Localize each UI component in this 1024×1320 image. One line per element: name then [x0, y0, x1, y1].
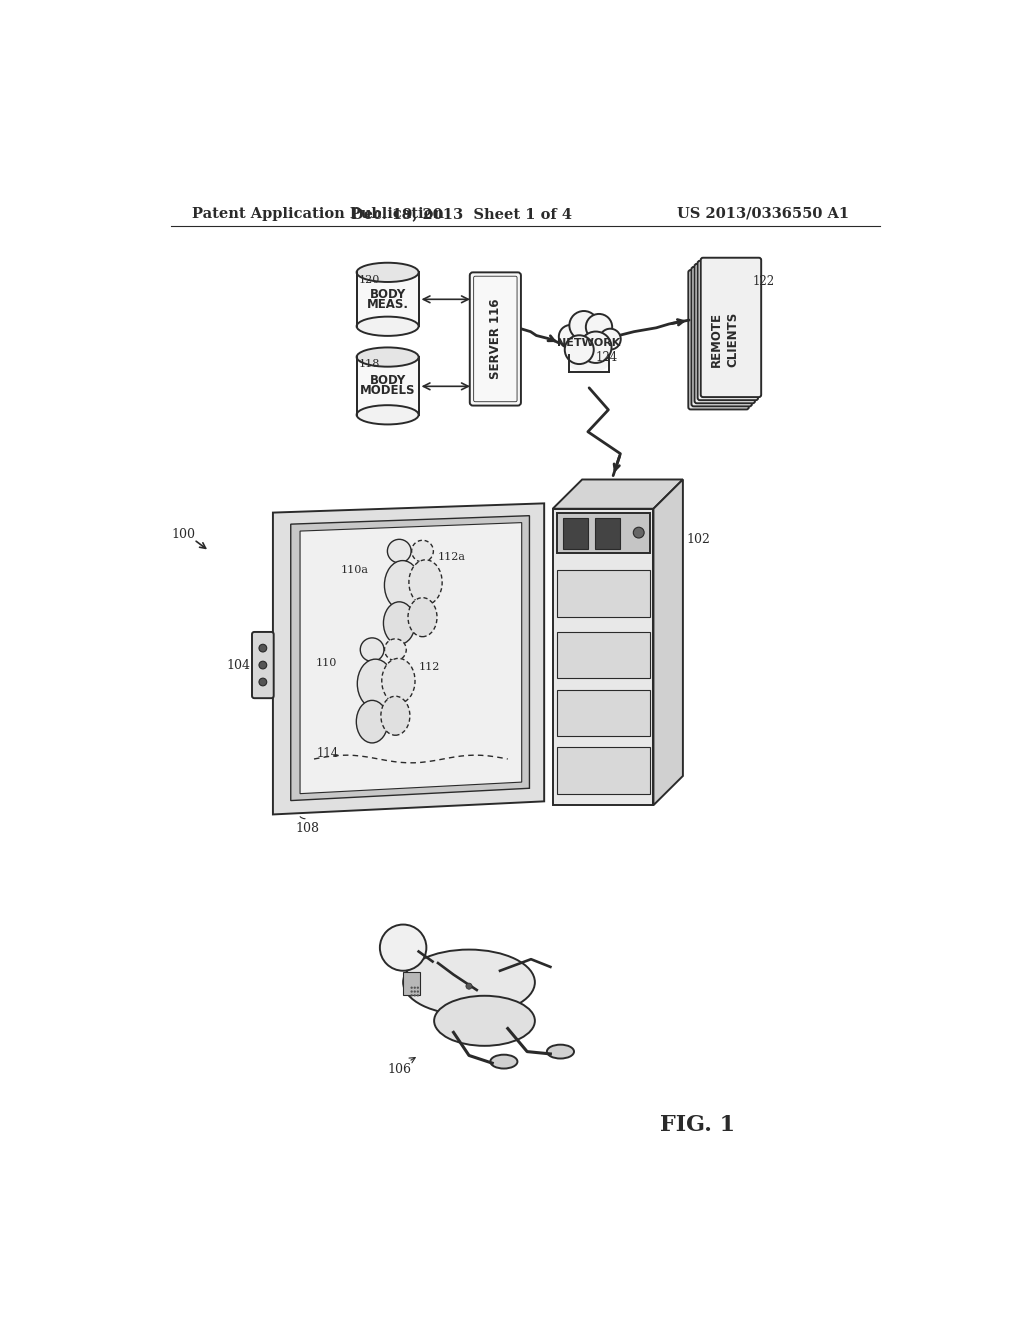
Bar: [356, 272, 419, 326]
Bar: [557, 512, 649, 553]
Ellipse shape: [356, 701, 388, 743]
Circle shape: [259, 644, 266, 652]
Ellipse shape: [356, 347, 419, 367]
Ellipse shape: [434, 995, 535, 1045]
Circle shape: [387, 540, 411, 562]
Text: Patent Application Publication: Patent Application Publication: [191, 207, 443, 220]
Circle shape: [565, 335, 594, 364]
Ellipse shape: [356, 263, 419, 282]
FancyBboxPatch shape: [691, 267, 752, 407]
Circle shape: [559, 325, 583, 348]
Polygon shape: [300, 523, 521, 793]
Text: US 2013/0336550 A1: US 2013/0336550 A1: [678, 207, 850, 220]
Text: 110: 110: [315, 657, 337, 668]
Circle shape: [412, 540, 433, 562]
Text: 112: 112: [419, 661, 440, 672]
FancyBboxPatch shape: [694, 264, 755, 404]
FancyBboxPatch shape: [700, 257, 761, 397]
Bar: [595, 517, 621, 549]
Ellipse shape: [356, 405, 419, 425]
Bar: [563, 517, 588, 549]
Circle shape: [586, 314, 612, 341]
Circle shape: [466, 983, 472, 989]
Text: 118: 118: [359, 359, 380, 370]
Ellipse shape: [408, 598, 437, 636]
Text: 122: 122: [753, 275, 775, 288]
Text: NETWORK: NETWORK: [557, 338, 621, 348]
Ellipse shape: [357, 659, 393, 709]
Text: 104: 104: [226, 659, 251, 672]
Circle shape: [259, 661, 266, 669]
Circle shape: [569, 312, 598, 339]
Circle shape: [360, 638, 384, 661]
Ellipse shape: [381, 696, 410, 735]
Polygon shape: [273, 503, 544, 814]
Text: 124: 124: [596, 351, 617, 364]
Text: 102: 102: [687, 533, 711, 546]
Ellipse shape: [356, 317, 419, 335]
Bar: [553, 508, 653, 805]
Circle shape: [414, 986, 416, 989]
Bar: [557, 632, 649, 678]
Circle shape: [580, 331, 611, 363]
Circle shape: [417, 986, 419, 989]
Polygon shape: [291, 516, 529, 800]
Circle shape: [384, 639, 407, 660]
Text: 112a: 112a: [438, 552, 466, 562]
Circle shape: [417, 994, 419, 997]
Circle shape: [411, 994, 413, 997]
Circle shape: [259, 678, 266, 686]
Ellipse shape: [382, 659, 415, 704]
Circle shape: [633, 527, 644, 539]
Circle shape: [411, 986, 413, 989]
Polygon shape: [553, 479, 683, 508]
Text: FIG. 1: FIG. 1: [660, 1114, 735, 1135]
Text: 106: 106: [387, 1063, 412, 1076]
Ellipse shape: [490, 1055, 517, 1069]
Text: Dec. 19, 2013  Sheet 1 of 4: Dec. 19, 2013 Sheet 1 of 4: [351, 207, 571, 220]
Text: 114: 114: [316, 747, 339, 760]
Text: MODELS: MODELS: [359, 384, 416, 397]
Text: SERVER 116: SERVER 116: [488, 298, 502, 379]
Text: 110a: 110a: [340, 565, 369, 576]
FancyBboxPatch shape: [688, 271, 749, 409]
FancyBboxPatch shape: [252, 632, 273, 698]
Ellipse shape: [383, 602, 415, 644]
Circle shape: [414, 994, 416, 997]
Ellipse shape: [409, 560, 442, 605]
Ellipse shape: [569, 355, 609, 372]
Ellipse shape: [384, 561, 421, 610]
Bar: [557, 689, 649, 737]
Ellipse shape: [547, 1044, 574, 1059]
Circle shape: [417, 990, 419, 993]
Text: BODY: BODY: [370, 288, 406, 301]
Circle shape: [411, 990, 413, 993]
FancyBboxPatch shape: [697, 261, 758, 400]
Bar: [403, 973, 420, 995]
Bar: [356, 358, 419, 414]
Polygon shape: [653, 479, 683, 805]
Ellipse shape: [403, 949, 535, 1015]
Bar: [557, 747, 649, 793]
Circle shape: [380, 924, 426, 970]
Text: MEAS.: MEAS.: [367, 298, 409, 310]
Circle shape: [600, 329, 621, 350]
Text: BODY: BODY: [370, 375, 406, 388]
Bar: [557, 570, 649, 616]
Text: REMOTE
CLIENTS: REMOTE CLIENTS: [711, 312, 739, 367]
Circle shape: [414, 990, 416, 993]
Text: 120: 120: [359, 275, 380, 285]
Text: 108: 108: [296, 822, 319, 836]
Text: 100: 100: [172, 528, 196, 541]
FancyBboxPatch shape: [470, 272, 521, 405]
